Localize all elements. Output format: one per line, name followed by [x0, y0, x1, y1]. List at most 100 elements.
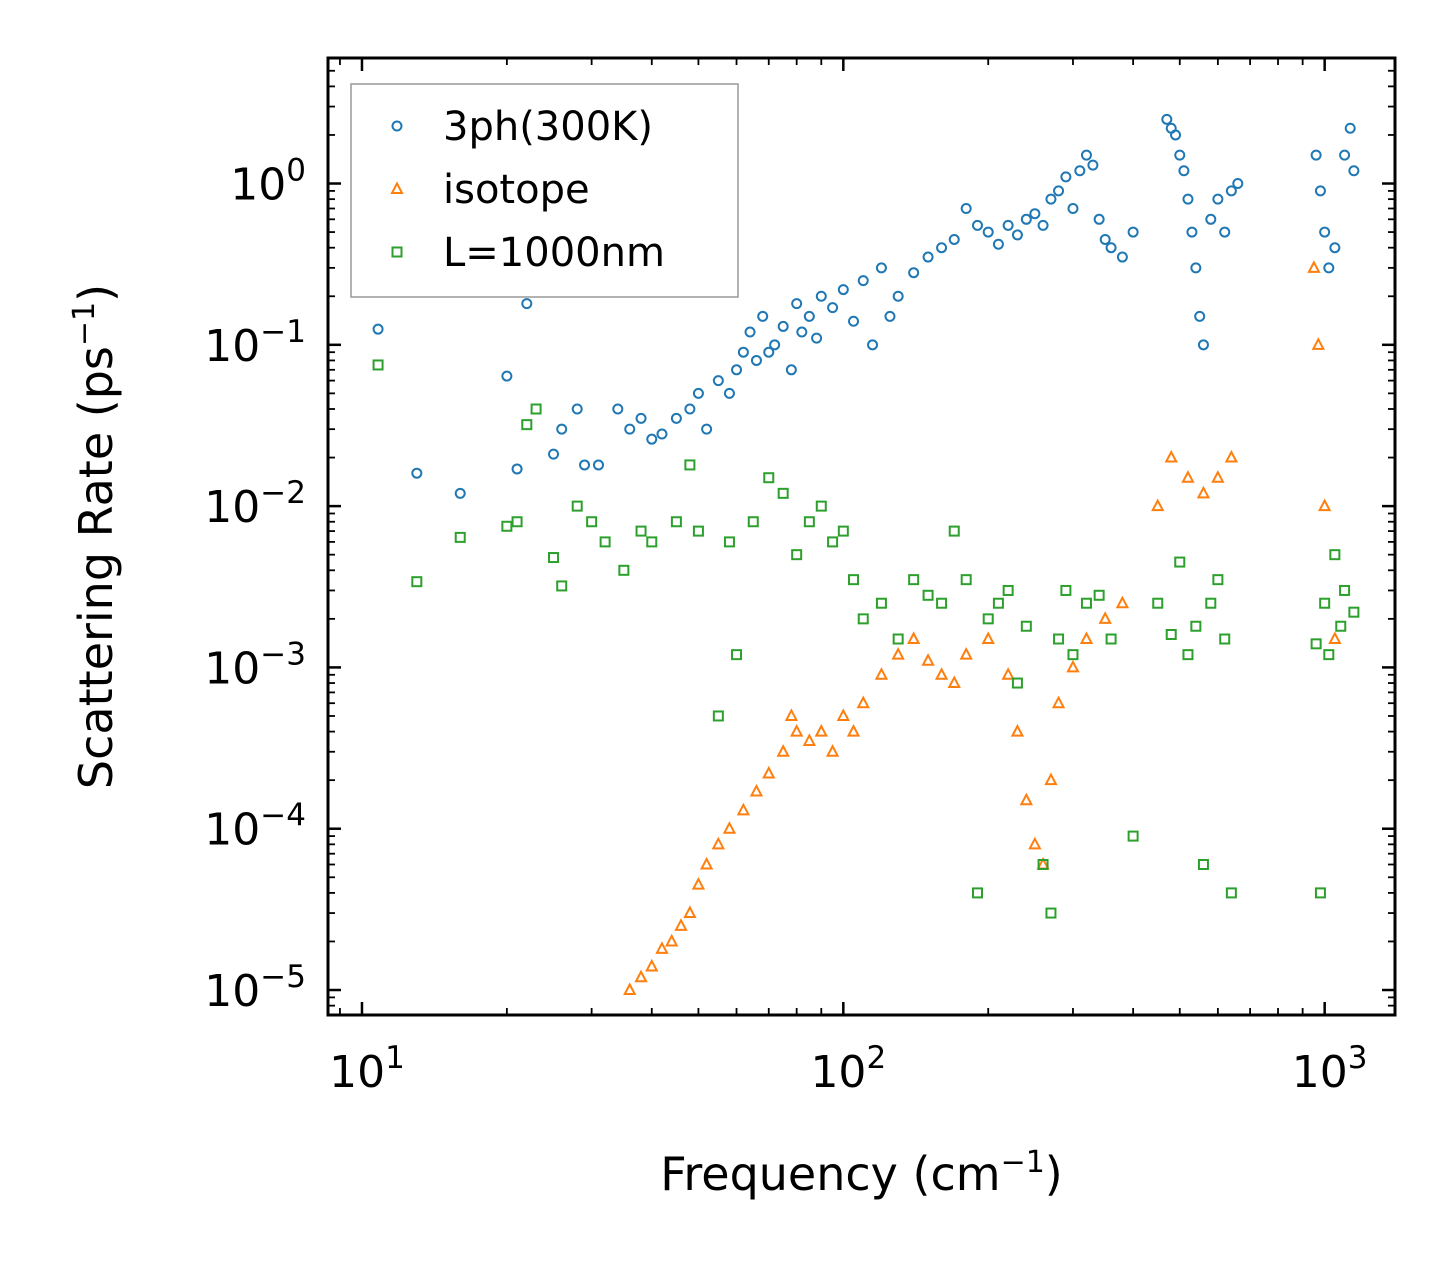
data-point	[1019, 792, 1033, 806]
data-point	[1099, 233, 1111, 245]
data-point	[982, 226, 994, 238]
data-point	[1164, 449, 1178, 463]
data-point	[1190, 262, 1202, 274]
data-point	[1079, 631, 1094, 645]
data-point	[1045, 907, 1057, 919]
legend-box	[350, 83, 739, 298]
data-point	[827, 536, 839, 548]
data-point	[815, 500, 827, 512]
data-point	[846, 723, 861, 737]
data-point	[867, 339, 879, 351]
data-point	[1219, 226, 1231, 238]
data-point	[1151, 498, 1165, 512]
data-point	[722, 821, 737, 834]
data-point	[981, 631, 995, 645]
data-point	[1212, 574, 1224, 586]
data-point	[922, 251, 934, 263]
data-point	[1098, 611, 1112, 624]
data-point	[556, 580, 568, 592]
data-point	[692, 525, 704, 537]
data-point	[1310, 149, 1322, 161]
y-axis-label: Scattering Rate (ps−1)	[67, 284, 123, 789]
data-point	[796, 326, 808, 338]
data-point	[802, 733, 817, 746]
data-point	[1318, 498, 1332, 512]
plot-frame	[326, 56, 1397, 1017]
data-point	[1020, 620, 1032, 632]
data-point	[1080, 597, 1092, 609]
data-points	[372, 113, 1360, 996]
y-tick-label: 10−4	[204, 798, 306, 856]
data-point	[1011, 677, 1023, 689]
data-point	[372, 323, 384, 335]
data-point	[1105, 633, 1117, 645]
data-point	[776, 744, 790, 757]
data-point	[712, 710, 724, 722]
y-tick-label: 10−5	[204, 959, 306, 1017]
data-point	[785, 364, 797, 376]
data-point	[511, 516, 523, 528]
data-point	[511, 463, 523, 475]
data-point	[454, 487, 466, 499]
data-point	[1182, 649, 1194, 661]
data-point	[856, 695, 870, 709]
data-point	[737, 346, 749, 358]
data-point	[875, 597, 887, 609]
x-axis-label: Frequency (cm−1)	[660, 1145, 1063, 1201]
data-point	[1087, 159, 1099, 171]
data-point	[670, 516, 682, 528]
data-point	[836, 708, 850, 721]
data-point	[1311, 337, 1325, 350]
data-point	[674, 918, 688, 931]
data-point	[921, 653, 935, 666]
data-point	[645, 958, 659, 972]
data-point	[1182, 193, 1194, 205]
legend-entry: 3ph(300K)	[391, 104, 653, 150]
data-point	[691, 877, 706, 890]
data-point	[634, 969, 648, 983]
data-point	[1181, 470, 1195, 483]
data-point	[684, 459, 696, 471]
y-tick-label: 10−1	[204, 314, 306, 372]
data-point	[803, 516, 815, 528]
data-point	[1105, 242, 1117, 254]
data-point	[1314, 887, 1326, 899]
data-point	[936, 242, 948, 254]
legend: 3ph(300K) isotope L=1000nm	[350, 83, 739, 298]
data-point	[454, 531, 466, 543]
data-point	[1020, 213, 1032, 225]
data-point	[548, 552, 560, 564]
data-point	[712, 375, 724, 387]
data-point	[1067, 649, 1079, 661]
series-1	[372, 113, 1360, 499]
tick-labels: 101 102 103 100 10−1 10−2 10−3 10−4 10−5	[204, 153, 1367, 1098]
data-point	[960, 574, 972, 586]
data-point	[683, 905, 697, 919]
data-point	[635, 412, 647, 424]
data-point	[791, 549, 803, 561]
y-tick-label: 100	[230, 153, 306, 211]
data-point	[1010, 723, 1025, 737]
data-point	[1232, 178, 1244, 190]
data-point	[1127, 830, 1139, 842]
data-point	[618, 564, 630, 576]
data-point	[803, 310, 815, 322]
data-point	[1174, 149, 1186, 161]
data-point	[599, 536, 611, 548]
data-point	[1044, 772, 1058, 786]
data-point	[1001, 667, 1015, 680]
data-point	[777, 487, 789, 499]
data-point	[1093, 589, 1105, 601]
legend-label: isotope	[443, 167, 590, 213]
data-point	[635, 525, 647, 537]
x-axis-label-end: )	[1045, 1147, 1063, 1201]
data-point	[723, 536, 735, 548]
data-point	[1190, 620, 1202, 632]
data-point	[1165, 628, 1177, 640]
data-point	[1080, 149, 1092, 161]
data-point	[971, 219, 983, 231]
data-point	[1115, 595, 1130, 609]
data-point	[874, 667, 889, 680]
